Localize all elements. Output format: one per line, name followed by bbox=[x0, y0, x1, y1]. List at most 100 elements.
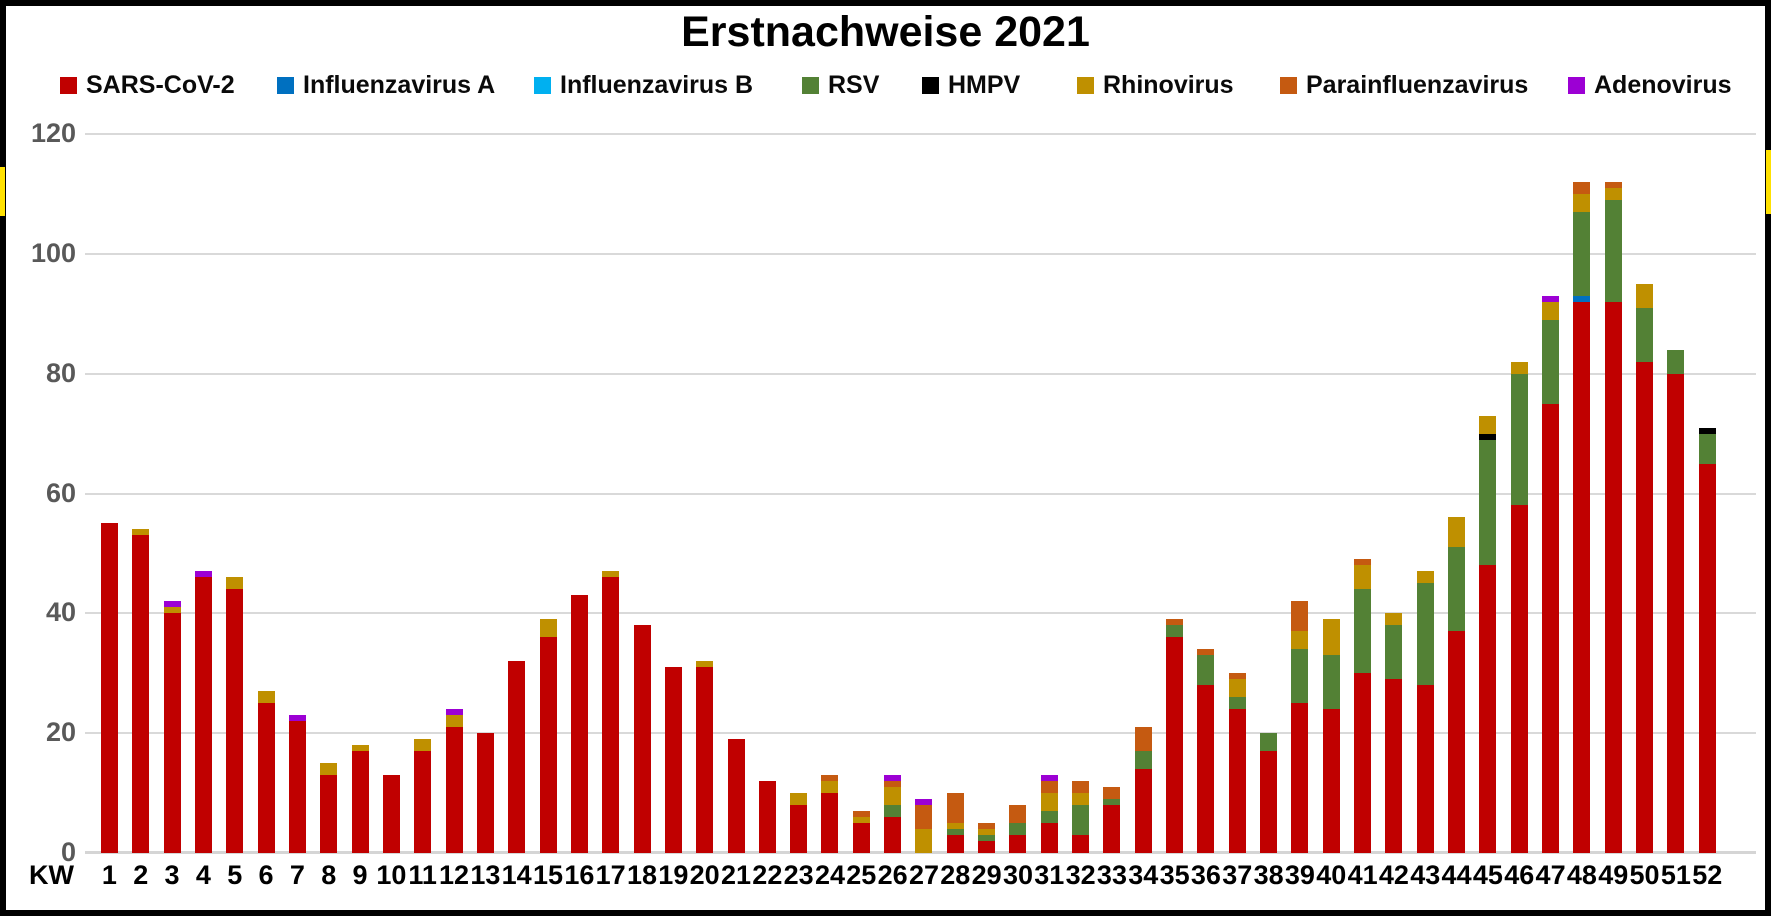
bar-kw-36 bbox=[1197, 649, 1215, 853]
x-axis-unit-label: KW bbox=[29, 860, 74, 890]
segment-sars-cov-2 bbox=[445, 727, 463, 853]
legend-swatch-influenzavirus-b bbox=[534, 76, 551, 94]
bar-kw-14 bbox=[508, 661, 526, 853]
segment-sars-cov-2 bbox=[1354, 673, 1372, 853]
bar-kw-26 bbox=[884, 775, 902, 853]
segment-parainfluenzavirus bbox=[1573, 181, 1591, 194]
x-label-kw-47: 47 bbox=[1535, 860, 1566, 890]
x-label-kw-16: 16 bbox=[564, 860, 595, 890]
segment-rhinovirus bbox=[226, 577, 244, 590]
legend-item-hmpv: HMPV bbox=[922, 71, 1020, 99]
x-label-kw-27: 27 bbox=[908, 860, 939, 890]
segment-sars-cov-2 bbox=[1542, 403, 1560, 853]
segment-sars-cov-2 bbox=[978, 841, 996, 853]
segment-parainfluenzavirus bbox=[1009, 805, 1027, 824]
x-label-kw-21: 21 bbox=[720, 860, 752, 890]
left-edge-marker bbox=[0, 167, 5, 216]
bar-kw-39 bbox=[1291, 601, 1309, 853]
segment-sars-cov-2 bbox=[664, 667, 682, 853]
segment-adenovirus bbox=[288, 715, 306, 722]
segment-rsv bbox=[1636, 307, 1654, 362]
segment-rsv bbox=[1604, 199, 1622, 302]
bar-kw-9 bbox=[351, 745, 369, 853]
segment-rsv bbox=[1698, 433, 1716, 464]
segment-rhinovirus bbox=[790, 793, 808, 806]
bar-kw-46 bbox=[1510, 361, 1528, 853]
segment-sars-cov-2 bbox=[1197, 685, 1215, 853]
segment-rhinovirus bbox=[821, 781, 839, 794]
segment-rsv bbox=[1322, 655, 1340, 710]
bar-kw-43 bbox=[1416, 571, 1434, 853]
segment-parainfluenzavirus bbox=[1291, 601, 1309, 632]
segment-rsv bbox=[1103, 799, 1121, 806]
segment-rhinovirus bbox=[1354, 565, 1372, 590]
segment-rhinovirus bbox=[1573, 193, 1591, 212]
segment-rhinovirus bbox=[320, 763, 338, 776]
gridline-60 bbox=[85, 492, 1756, 495]
bar-kw-49 bbox=[1604, 181, 1622, 853]
x-label-kw-36: 36 bbox=[1190, 860, 1221, 890]
segment-rsv bbox=[1228, 697, 1246, 710]
segment-rhinovirus bbox=[1416, 571, 1434, 584]
bar-kw-20 bbox=[696, 661, 714, 853]
x-label-kw-38: 38 bbox=[1253, 860, 1284, 890]
legend-item-rsv: RSV bbox=[802, 71, 879, 99]
segment-sars-cov-2 bbox=[1009, 835, 1027, 853]
legend-swatch-parainfluenzavirus bbox=[1280, 76, 1297, 94]
x-label-kw-45: 45 bbox=[1472, 860, 1503, 890]
segment-sars-cov-2 bbox=[884, 817, 902, 853]
segment-rhinovirus bbox=[602, 571, 620, 578]
x-label-kw-15: 15 bbox=[532, 860, 564, 890]
x-label-kw-3: 3 bbox=[164, 860, 180, 890]
segment-rsv bbox=[1416, 583, 1434, 686]
x-label-kw-5: 5 bbox=[227, 860, 243, 890]
x-label-kw-35: 35 bbox=[1159, 860, 1190, 890]
segment-sars-cov-2 bbox=[790, 805, 808, 853]
legend-item-parainfluenzavirus: Parainfluenzavirus bbox=[1280, 71, 1528, 99]
bar-kw-27 bbox=[915, 799, 933, 853]
segment-rsv bbox=[1260, 733, 1278, 752]
bar-kw-3 bbox=[163, 601, 181, 853]
x-label-kw-13: 13 bbox=[470, 860, 501, 890]
segment-sars-cov-2 bbox=[1166, 637, 1184, 853]
bar-kw-48 bbox=[1573, 181, 1591, 853]
gridline-100 bbox=[85, 252, 1756, 255]
gridline-120 bbox=[85, 133, 1756, 135]
segment-sars-cov-2 bbox=[633, 625, 651, 853]
legend-item-adenovirus: Adenovirus bbox=[1568, 70, 1732, 99]
segment-rsv bbox=[1134, 751, 1152, 770]
x-label-kw-4: 4 bbox=[195, 860, 211, 890]
segment-rsv bbox=[1510, 373, 1528, 506]
segment-rhinovirus bbox=[852, 817, 870, 824]
segment-rhinovirus bbox=[915, 829, 933, 853]
segment-rhinovirus bbox=[1510, 361, 1528, 374]
segment-sars-cov-2 bbox=[382, 775, 400, 853]
segment-sars-cov-2 bbox=[1698, 463, 1716, 853]
segment-rhinovirus bbox=[946, 823, 964, 830]
segment-parainfluenzavirus bbox=[1103, 787, 1121, 800]
bar-kw-47 bbox=[1542, 295, 1560, 853]
bar-kw-11 bbox=[414, 739, 432, 853]
segment-parainfluenzavirus bbox=[1197, 649, 1215, 656]
segment-rhinovirus bbox=[1479, 415, 1497, 434]
legend-label: Rhinovirus bbox=[1103, 70, 1234, 99]
segment-sars-cov-2 bbox=[1479, 565, 1497, 853]
legend-label: Adenovirus bbox=[1594, 70, 1732, 99]
x-label-kw-25: 25 bbox=[846, 860, 877, 890]
segment-hmpv bbox=[1479, 433, 1497, 440]
x-label-kw-37: 37 bbox=[1222, 860, 1253, 890]
segment-sars-cov-2 bbox=[1040, 823, 1058, 853]
bar-kw-52 bbox=[1698, 427, 1716, 853]
x-label-kw-24: 24 bbox=[814, 860, 845, 890]
x-label-kw-33: 33 bbox=[1096, 860, 1127, 890]
x-label-kw-39: 39 bbox=[1284, 860, 1315, 890]
plot-area bbox=[85, 133, 1756, 854]
segment-sars-cov-2 bbox=[1260, 751, 1278, 853]
bar-kw-16 bbox=[570, 595, 588, 853]
legend-label: Influenzavirus A bbox=[303, 70, 496, 99]
legend-swatch-rsv bbox=[802, 76, 819, 94]
x-label-kw-43: 43 bbox=[1410, 860, 1441, 890]
chart-title: Erstnachweise 2021 bbox=[681, 8, 1090, 56]
x-label-kw-42: 42 bbox=[1378, 860, 1409, 890]
x-label-kw-26: 26 bbox=[877, 860, 908, 890]
